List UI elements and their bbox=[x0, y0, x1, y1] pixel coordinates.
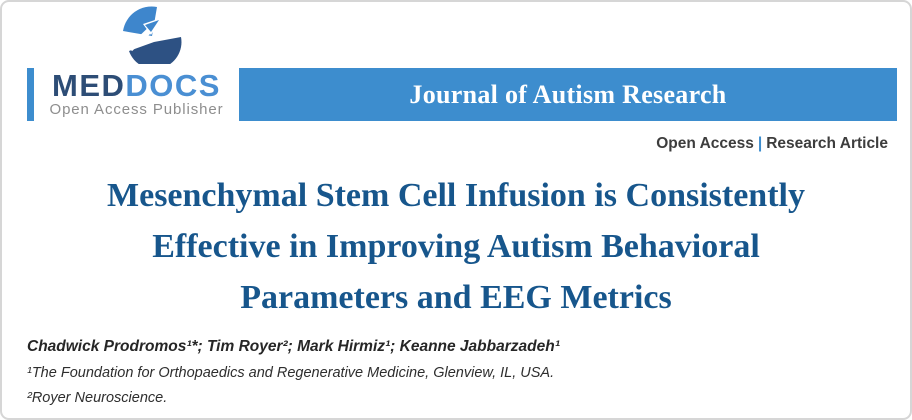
meta-separator: | bbox=[757, 135, 763, 152]
publisher-name-primary: MED bbox=[52, 68, 126, 103]
article-type-label: Research Article bbox=[766, 135, 888, 152]
article-meta: Open Access | Research Article bbox=[656, 135, 888, 153]
publisher-logo: MEDDOCS Open Access Publisher bbox=[34, 68, 239, 121]
article-title-line2: Effective in Improving Autism Behavioral bbox=[152, 228, 760, 265]
affiliation-1: ¹The Foundation for Orthopaedics and Reg… bbox=[27, 365, 555, 381]
pie-chart-arrow-icon bbox=[123, 6, 182, 64]
affiliation-2: ²Royer Neuroscience. bbox=[27, 390, 168, 406]
article-title-line1: Mesenchymal Stem Cell Infusion is Consis… bbox=[107, 177, 805, 214]
publisher-tagline: Open Access Publisher bbox=[49, 101, 224, 118]
article-title: Mesenchymal Stem Cell Infusion is Consis… bbox=[2, 170, 910, 323]
access-type-label: Open Access bbox=[656, 135, 754, 152]
publisher-wordmark: MEDDOCS bbox=[52, 68, 221, 103]
authors-line: Chadwick Prodromos¹*; Tim Royer²; Mark H… bbox=[27, 338, 560, 355]
article-title-line3: Parameters and EEG Metrics bbox=[240, 279, 672, 316]
journal-title: Journal of Autism Research bbox=[409, 79, 727, 109]
publisher-name-secondary: DOCS bbox=[125, 68, 221, 103]
